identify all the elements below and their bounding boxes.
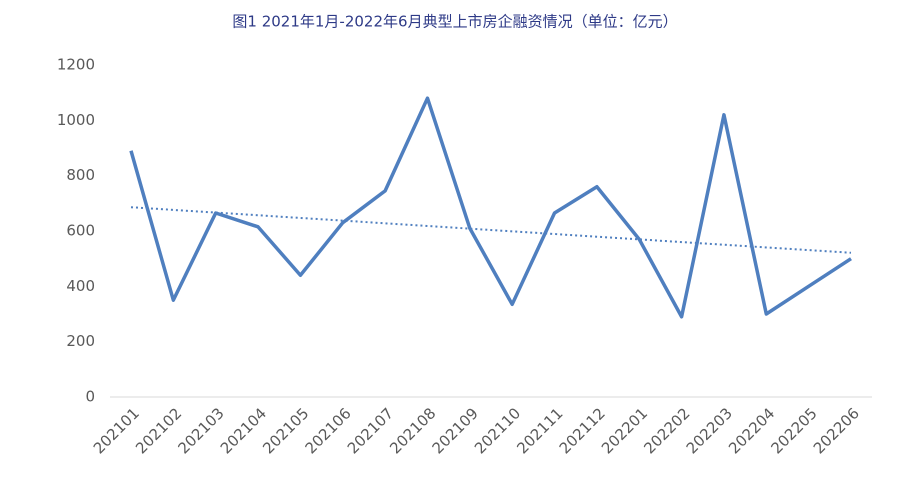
y-tick-label: 600 bbox=[66, 222, 95, 240]
data-line bbox=[129, 96, 852, 319]
y-tick-label: 200 bbox=[66, 332, 95, 350]
x-tick-label: 202101 bbox=[90, 404, 143, 457]
x-tick-label: 202108 bbox=[386, 404, 439, 457]
x-tick-label: 202109 bbox=[429, 404, 482, 457]
trend-line bbox=[130, 206, 852, 254]
y-tick-label: 800 bbox=[66, 166, 95, 184]
x-tick-label: 202201 bbox=[598, 404, 651, 457]
chart-title: 图1 2021年1月-2022年6月典型上市房企融资情况（单位：亿元） bbox=[232, 13, 677, 31]
x-tick-label: 202202 bbox=[640, 404, 693, 457]
x-tick-label: 202102 bbox=[132, 404, 185, 457]
x-tick-label: 202110 bbox=[471, 404, 524, 457]
y-tick-label: 1200 bbox=[57, 56, 95, 74]
x-tick-label: 202111 bbox=[513, 404, 566, 457]
x-tick-label: 202203 bbox=[683, 404, 736, 457]
x-tick-label: 202107 bbox=[344, 404, 397, 457]
x-tick-label: 202103 bbox=[174, 404, 227, 457]
x-tick-label: 202206 bbox=[810, 404, 863, 457]
y-tick-label: 0 bbox=[85, 388, 95, 406]
y-tick-label: 400 bbox=[66, 277, 95, 295]
x-tick-label: 202204 bbox=[725, 404, 778, 457]
x-tick-label: 202104 bbox=[217, 404, 270, 457]
x-tick-label: 202205 bbox=[767, 404, 820, 457]
x-tick-label: 202105 bbox=[259, 404, 312, 457]
x-tick-label: 202106 bbox=[302, 404, 355, 457]
x-tick-label: 202112 bbox=[556, 404, 609, 457]
y-tick-label: 1000 bbox=[57, 111, 95, 129]
